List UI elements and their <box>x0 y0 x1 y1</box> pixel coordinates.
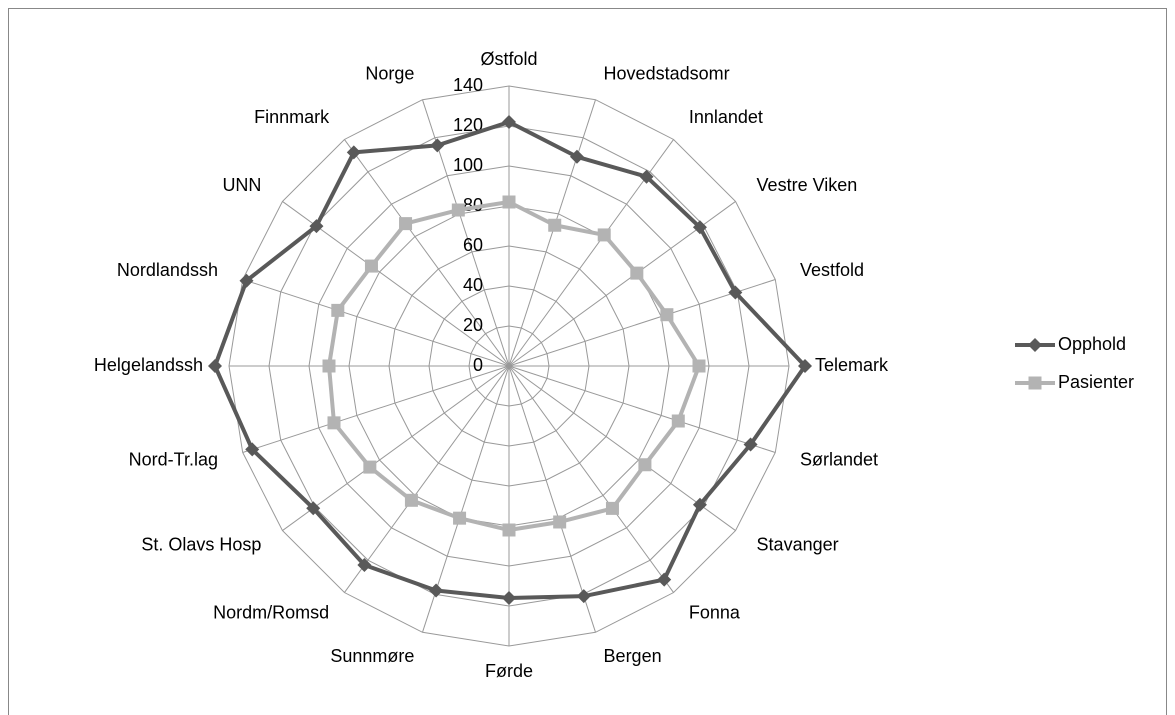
data-point <box>605 501 619 515</box>
spoke <box>242 278 510 367</box>
data-point <box>502 115 516 129</box>
category-label: St. Olavs Hosp <box>141 535 261 555</box>
spoke <box>508 99 597 367</box>
data-point <box>597 228 611 242</box>
spoke <box>344 139 510 367</box>
data-point <box>728 285 743 300</box>
y-tick-label: 0 <box>473 355 483 375</box>
category-label: Norge <box>365 64 414 84</box>
data-point <box>346 145 361 160</box>
data-point <box>363 460 377 474</box>
y-tick-label: 140 <box>453 75 483 95</box>
data-point <box>245 442 260 457</box>
data-point <box>429 583 444 598</box>
category-label: Sunnmøre <box>330 646 414 666</box>
spoke <box>344 365 510 593</box>
data-point <box>357 558 372 573</box>
category-label: Vestre Viken <box>757 175 858 195</box>
category-label: Førde <box>485 661 533 681</box>
data-point <box>639 169 654 184</box>
data-point <box>239 273 254 288</box>
category-label: Telemark <box>815 355 889 375</box>
category-label: Nordlandssh <box>117 260 218 280</box>
data-point <box>364 259 378 273</box>
y-tick-label: 60 <box>463 235 483 255</box>
data-point <box>430 138 445 153</box>
data-point <box>660 308 674 322</box>
category-label: Nord-Tr.lag <box>129 449 218 469</box>
category-label: Helgelandssh <box>94 355 203 375</box>
data-point <box>327 416 341 430</box>
data-point <box>657 572 672 587</box>
data-point <box>331 303 345 317</box>
legend-label: Pasienter <box>1058 372 1134 392</box>
data-point <box>322 359 336 373</box>
y-tick-label: 120 <box>453 115 483 135</box>
category-label: Hovedstadsomr <box>604 64 730 84</box>
legend-marker <box>1028 338 1042 352</box>
data-point <box>404 493 418 507</box>
category-label: Stavanger <box>757 535 839 555</box>
data-point <box>309 219 324 234</box>
data-point <box>453 511 467 525</box>
data-point <box>502 591 516 605</box>
legend-label: Opphold <box>1058 334 1126 354</box>
spoke <box>282 365 510 531</box>
y-tick-label: 40 <box>463 275 483 295</box>
data-point <box>798 359 812 373</box>
data-point <box>208 359 222 373</box>
data-point <box>548 218 562 232</box>
category-label: Sørlandet <box>800 449 878 469</box>
category-label: Nordm/Romsd <box>213 602 329 622</box>
spoke <box>508 365 597 633</box>
data-point <box>692 359 706 373</box>
data-point <box>399 217 413 231</box>
data-point <box>576 589 591 604</box>
data-point <box>569 149 584 164</box>
data-point <box>630 266 644 280</box>
data-point <box>306 501 321 516</box>
data-point <box>451 203 465 217</box>
spoke <box>508 365 674 593</box>
category-label: Østfold <box>480 49 537 69</box>
data-point <box>638 458 652 472</box>
category-label: Vestfold <box>800 260 864 280</box>
data-point <box>553 515 567 529</box>
spoke <box>242 365 510 454</box>
y-tick-label: 100 <box>453 155 483 175</box>
data-point <box>502 523 516 537</box>
category-label: Bergen <box>604 646 662 666</box>
data-point <box>502 195 516 209</box>
category-label: Innlandet <box>689 107 763 127</box>
y-tick-label: 20 <box>463 315 483 335</box>
legend-marker <box>1028 376 1042 390</box>
category-label: Fonna <box>689 602 741 622</box>
data-point <box>671 414 685 428</box>
spoke <box>508 365 776 454</box>
category-label: UNN <box>222 175 261 195</box>
category-label: Finnmark <box>254 107 330 127</box>
data-point <box>743 437 758 452</box>
data-point <box>692 497 707 512</box>
data-point <box>692 220 707 235</box>
